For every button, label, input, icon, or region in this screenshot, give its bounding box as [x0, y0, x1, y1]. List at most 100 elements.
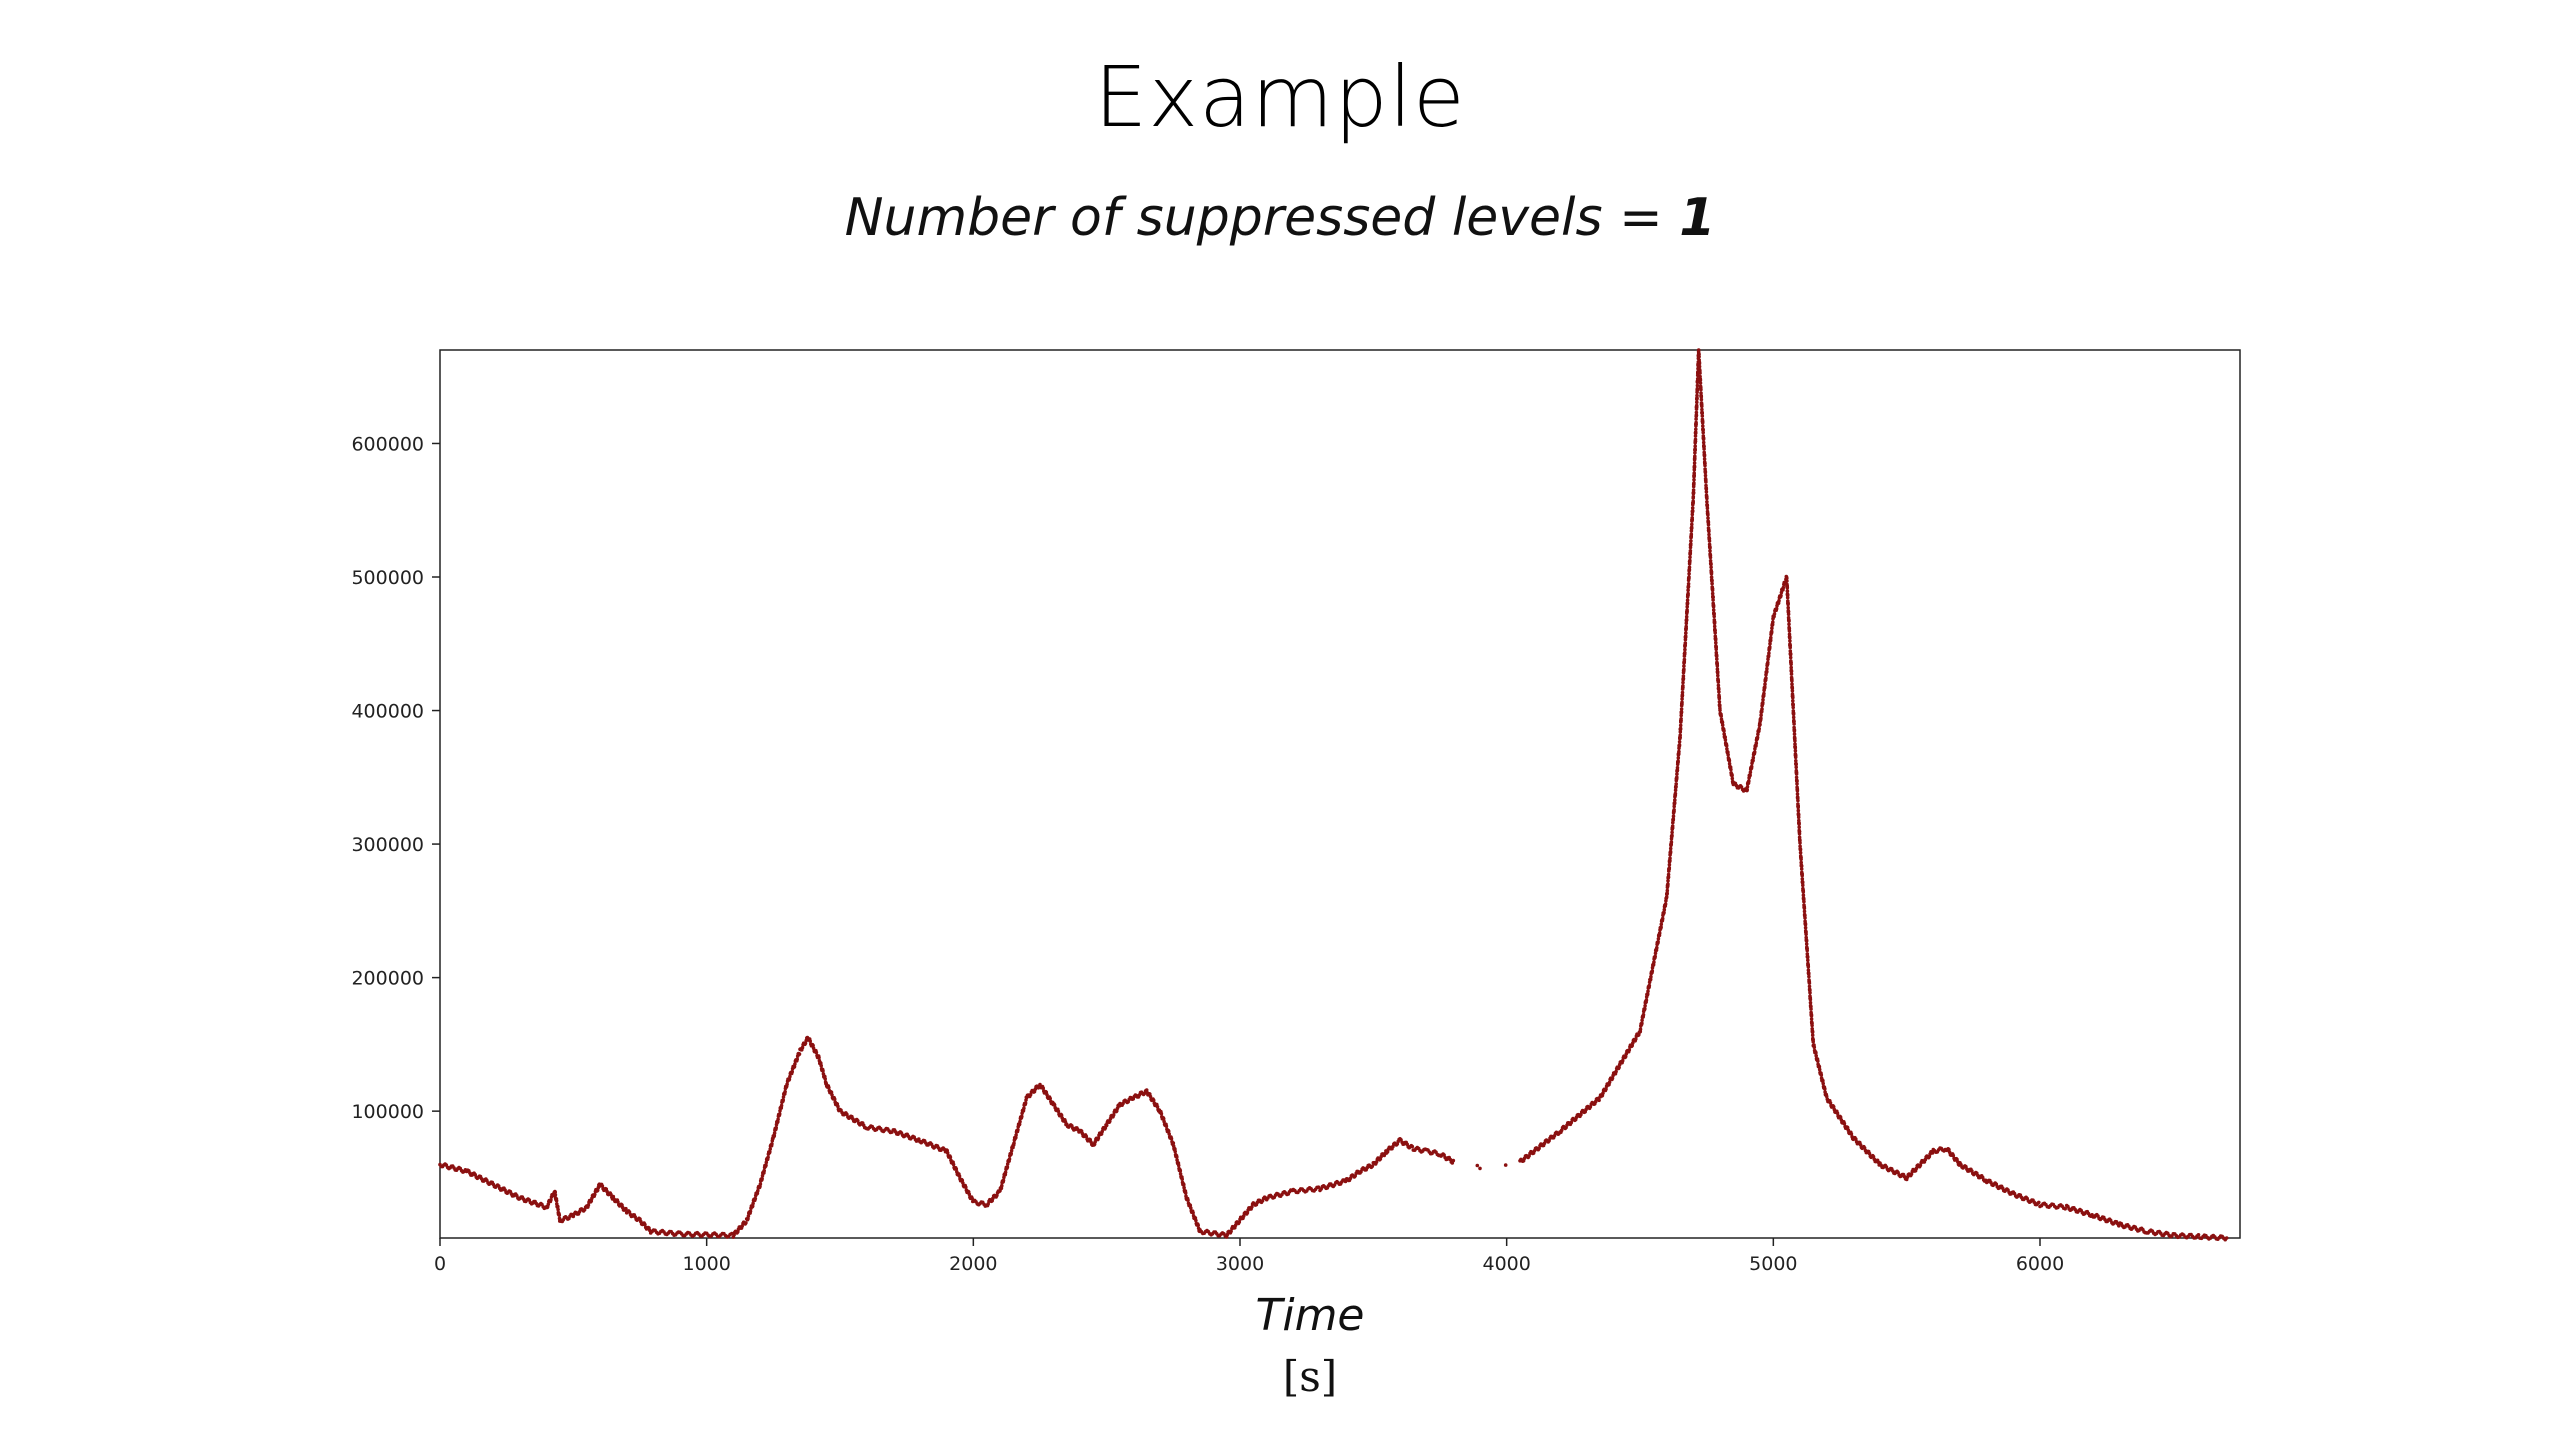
data-point — [1765, 669, 1769, 674]
data-point — [1708, 559, 1713, 563]
data-point — [836, 1104, 840, 1109]
data-point — [1793, 745, 1798, 750]
data-point — [1801, 883, 1805, 888]
data-point — [1785, 593, 1790, 597]
x-axis-label: Time — [1255, 1290, 1365, 1341]
data-point — [1588, 1105, 1593, 1109]
y-tick-label: 100000 — [351, 1101, 424, 1123]
data-point — [1777, 598, 1781, 603]
x-axis: 0 1000 2000 3000 4000 5000 6000 — [434, 1238, 2064, 1275]
data-point — [1704, 487, 1709, 491]
data-point — [1475, 1163, 1480, 1168]
data-point — [1824, 1094, 1829, 1099]
data-point — [1718, 708, 1722, 713]
data-point — [1705, 500, 1709, 504]
data-point — [793, 1062, 797, 1066]
data-point — [1716, 673, 1720, 678]
data-point — [1724, 744, 1729, 748]
data-point — [1800, 880, 1805, 885]
data-point — [549, 1198, 553, 1202]
data-point — [1711, 608, 1716, 612]
data-point — [1162, 1119, 1166, 1124]
data-point — [1786, 602, 1790, 607]
data-point — [1801, 893, 1806, 897]
data-point — [823, 1077, 827, 1081]
data-point — [1691, 494, 1696, 499]
data-point — [1675, 772, 1679, 776]
data-point — [1763, 685, 1767, 689]
data-point — [1685, 601, 1690, 605]
data-point — [1789, 662, 1793, 666]
data-point — [1684, 621, 1689, 625]
data-point — [1794, 772, 1799, 776]
data-point — [2063, 1207, 2067, 1211]
data-point — [1789, 672, 1794, 676]
data-point — [1817, 1065, 1822, 1069]
data-point — [1749, 764, 1754, 769]
data-point — [1685, 604, 1689, 609]
data-point — [1696, 348, 1701, 352]
data-point — [1710, 579, 1714, 583]
data-point — [1695, 393, 1699, 398]
data-point — [1705, 506, 1710, 511]
data-point — [774, 1125, 778, 1130]
data-point — [1693, 437, 1698, 442]
data-point — [1774, 606, 1779, 611]
data-point — [753, 1196, 758, 1201]
data-point — [779, 1103, 784, 1108]
data-point — [1805, 955, 1810, 960]
data-point — [744, 1221, 748, 1225]
data-point — [1807, 981, 1812, 985]
data-point — [1708, 555, 1713, 560]
data-point — [1710, 581, 1714, 586]
data-point — [1788, 645, 1792, 650]
data-point — [788, 1074, 792, 1079]
data-point — [1182, 1185, 1186, 1190]
data-point — [1681, 674, 1686, 678]
data-point — [758, 1182, 763, 1186]
data-point — [1751, 758, 1755, 763]
data-point — [1808, 991, 1812, 995]
data-point — [1802, 906, 1807, 911]
data-point — [1702, 454, 1707, 458]
data-point — [1798, 848, 1803, 852]
data-point — [811, 1046, 816, 1051]
data-point — [1655, 945, 1659, 950]
data-point — [1722, 732, 1726, 736]
data-point — [808, 1039, 812, 1043]
data-point — [1245, 1211, 1250, 1215]
data-point — [1700, 414, 1705, 418]
data-point — [1849, 1132, 1854, 1136]
data-point — [1707, 539, 1712, 543]
data-point — [1009, 1148, 1014, 1153]
data-point — [1687, 565, 1692, 570]
data-point — [1676, 756, 1681, 760]
data-point — [1155, 1105, 1160, 1109]
data-point — [643, 1222, 647, 1227]
data-point — [1693, 444, 1697, 449]
data-point — [1000, 1183, 1004, 1188]
data-point — [1717, 696, 1722, 701]
data-point — [1805, 952, 1810, 956]
data-point — [1700, 411, 1704, 416]
data-point — [1753, 747, 1757, 751]
data-point — [995, 1193, 999, 1198]
data-point — [1410, 1144, 1415, 1149]
data-point — [1799, 860, 1803, 865]
data-point — [1792, 732, 1797, 736]
data-point — [832, 1097, 837, 1101]
data-point — [1772, 612, 1777, 616]
data-point — [1663, 902, 1668, 906]
data-point — [1706, 522, 1711, 527]
data-point — [1693, 451, 1697, 455]
data-point — [811, 1043, 815, 1048]
data-point — [1769, 635, 1773, 640]
data-point — [1699, 397, 1704, 402]
data-point — [1649, 974, 1653, 979]
data-point — [756, 1189, 760, 1193]
data-point — [1764, 676, 1768, 680]
data-point — [1754, 741, 1759, 745]
x-axis-unit: [s] — [1282, 1352, 1338, 1401]
data-point — [736, 1230, 740, 1234]
data-point — [766, 1155, 770, 1160]
